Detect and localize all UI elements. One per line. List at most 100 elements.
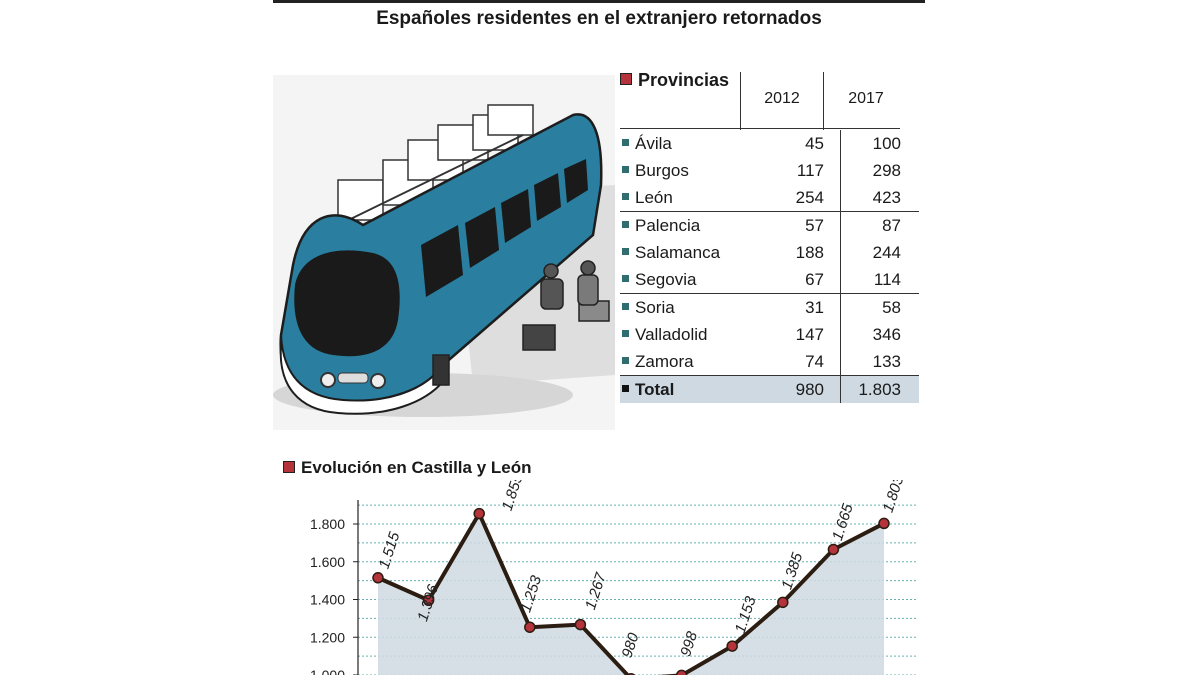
- bullet-icon: [622, 302, 629, 310]
- data-point: [777, 596, 789, 609]
- value-2017: 133: [872, 351, 901, 371]
- province-label: Salamanca: [635, 242, 721, 262]
- province-name: Segovia: [620, 266, 742, 294]
- province-label: Zamora: [635, 351, 694, 371]
- data-label: 1.253: [517, 573, 545, 615]
- province-label: Palencia: [635, 215, 701, 235]
- data-label: 1.515: [376, 529, 404, 571]
- value-2017: 100: [872, 133, 901, 153]
- province-name: Soria: [620, 293, 742, 321]
- value-2012: 117: [742, 157, 841, 184]
- bullet-icon: [622, 247, 629, 255]
- province-label: León: [635, 187, 673, 207]
- table-row: Ávila 45 100: [620, 130, 919, 157]
- column-year-2012: 2012: [764, 90, 800, 107]
- value-2017: 87: [840, 211, 919, 239]
- province-name: Ávila: [620, 130, 742, 157]
- total-2012: 980: [742, 375, 841, 403]
- value-2017: 423: [872, 187, 901, 207]
- bullet-icon: [622, 384, 629, 392]
- province-label: Burgos: [635, 160, 689, 180]
- top-rule: [273, 0, 925, 3]
- data-point: [473, 507, 485, 520]
- bus-illustration: [273, 75, 615, 430]
- value-2012: 45: [742, 130, 841, 157]
- province-label: Segovia: [635, 269, 697, 289]
- province-name: Valladolid: [620, 321, 742, 348]
- table-row: Salamanca 188 244: [620, 239, 919, 266]
- value-2012: 188: [742, 239, 841, 266]
- province-label: Soria: [635, 297, 675, 317]
- data-point: [827, 543, 840, 556]
- bullet-icon: [622, 329, 629, 337]
- y-tick-label: 1.600: [310, 554, 345, 570]
- value-2017: 114: [873, 269, 901, 289]
- province-label: Valladolid: [635, 324, 708, 344]
- provinces-table: Ávila 45 100 Burgos 117 298 León 254 423 Palencia…: [620, 130, 919, 403]
- province-name: Palencia: [620, 211, 742, 239]
- data-point: [574, 618, 587, 631]
- chart-square-icon: [283, 460, 295, 473]
- provinces-heading: Provincias: [620, 70, 729, 91]
- value-2017: 346: [872, 324, 901, 344]
- province-name: Salamanca: [620, 239, 742, 266]
- total-label: Total: [635, 379, 675, 399]
- value-2017: 244: [872, 242, 901, 262]
- bullet-icon: [622, 220, 629, 228]
- data-point: [726, 640, 738, 652]
- y-tick-label: 1.800: [310, 516, 345, 532]
- province-label: Ávila: [635, 133, 672, 153]
- total-name: Total: [620, 375, 742, 403]
- value-2012: 254: [742, 184, 841, 212]
- table-row: León 254 423: [620, 184, 919, 212]
- data-label: 1.267: [582, 570, 610, 612]
- page-title: Españoles residentes en el extranjero re…: [376, 8, 822, 29]
- value-2012: 147: [742, 321, 841, 348]
- header-divider-2: [823, 72, 824, 130]
- bullet-icon: [622, 356, 629, 364]
- y-tick-label: 1.400: [310, 592, 345, 608]
- province-name: Burgos: [620, 157, 742, 184]
- data-label: 1.665: [829, 501, 857, 543]
- data-point: [422, 594, 435, 607]
- value-2012: 31: [742, 293, 841, 321]
- province-name: León: [620, 184, 742, 212]
- column-year-2017: 2017: [848, 90, 884, 107]
- series-line: [377, 511, 885, 675]
- value-2012: 57: [742, 211, 841, 239]
- bullet-icon: [622, 138, 629, 146]
- data-label: 980: [619, 630, 643, 660]
- table-row: Segovia 67 114: [620, 266, 919, 294]
- evolution-line-chart: 1.0001.2001.4001.6001.8001.5151.3961.855…: [310, 480, 918, 675]
- data-point: [878, 517, 890, 530]
- provinces-heading-label: Provincias: [638, 70, 730, 90]
- bullet-icon: [622, 274, 629, 282]
- value-2012: 74: [742, 348, 841, 376]
- value-2017: 298: [872, 160, 901, 180]
- data-point: [524, 621, 536, 633]
- header-rule: [620, 128, 900, 129]
- total-row: Total 980 1.803: [620, 375, 919, 403]
- table-row: Burgos 117 298: [620, 157, 919, 184]
- data-label: 1.855: [499, 480, 527, 513]
- chart-title: Evolución en Castilla y León: [301, 458, 532, 477]
- bullet-icon: [622, 165, 629, 173]
- data-label: 998: [677, 629, 701, 659]
- data-point: [372, 572, 384, 584]
- bullet-icon: [622, 192, 629, 200]
- table-row: Soria 31 58: [620, 293, 919, 321]
- table-row: Palencia 57 87: [620, 211, 919, 239]
- heading-square-icon: [620, 73, 632, 86]
- value-2017: 58: [840, 293, 919, 321]
- value-2012: 67: [742, 266, 841, 294]
- data-point: [675, 669, 688, 675]
- table-row: Valladolid 147 346: [620, 321, 919, 348]
- table-row: Zamora 74 133: [620, 348, 919, 376]
- province-name: Zamora: [620, 348, 742, 376]
- series-area: [378, 513, 884, 675]
- y-tick-label: 1.200: [310, 629, 345, 645]
- chart-heading: Evolución en Castilla y León: [283, 458, 532, 478]
- total-2017: 1.803: [840, 375, 919, 403]
- data-label: 1.803: [880, 480, 908, 515]
- y-tick-label: 1.000: [310, 667, 345, 675]
